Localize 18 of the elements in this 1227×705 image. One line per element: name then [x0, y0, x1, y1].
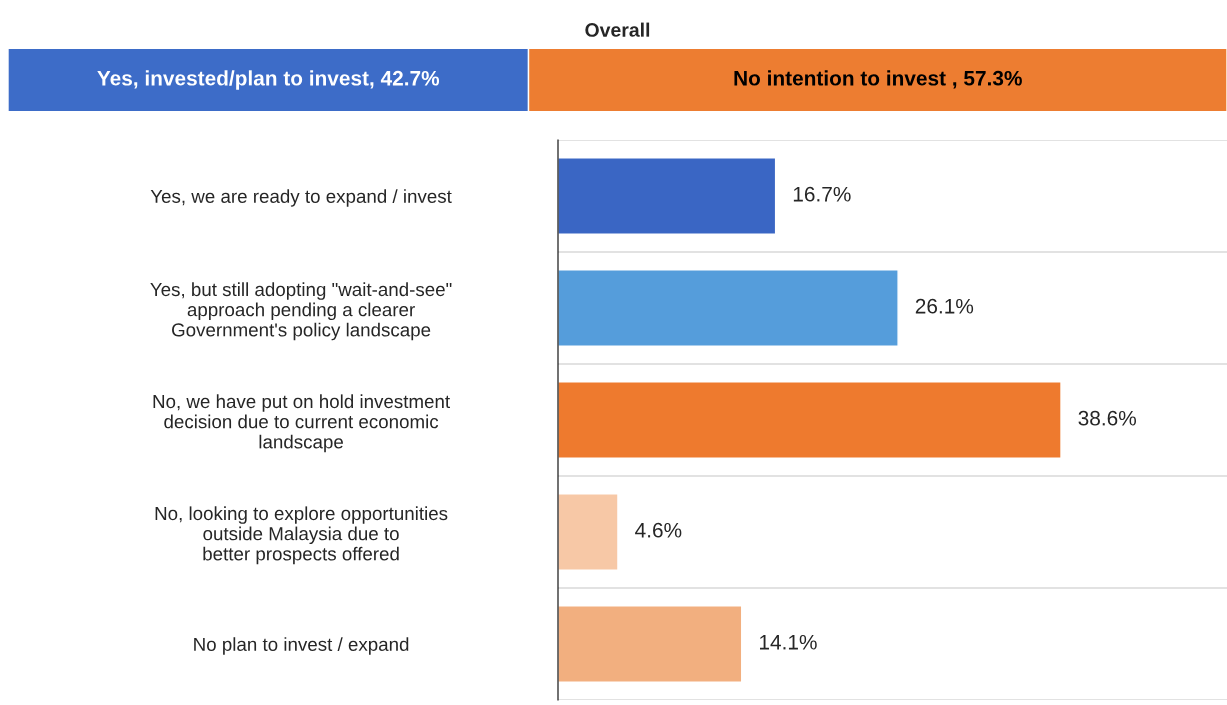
data-label: 26.1%	[915, 298, 974, 314]
data-label: 4.6%	[635, 522, 682, 538]
data-label: Yes, invested/plan to invest, 42.7%	[97, 70, 440, 90]
chart-title: Overall	[585, 22, 650, 37]
bar	[558, 493, 619, 571]
bar	[558, 605, 743, 683]
data-label: 16.7%	[793, 186, 851, 202]
y-tick-label: Yes, we are ready to expand / invest	[150, 189, 452, 207]
data-label: 14.1%	[760, 634, 817, 650]
bar	[558, 269, 899, 347]
y-tick-label: No plan to invest / expand	[194, 637, 409, 655]
y-tick-label: Yes, but still adopting "wait-and-see" approach pending a clearer Government's policy landscape	[150, 282, 452, 341]
y-tick-label: No, looking to explore opportunities outside Malaysia due to better prospects offered	[155, 506, 448, 565]
data-label: No intention to invest , 57.3%	[734, 70, 1022, 89]
data-label: 38.6%	[1078, 410, 1137, 426]
bar	[558, 157, 777, 235]
y-tick-label: No, we have put on hold investment decision due to current economic landscape	[153, 394, 450, 453]
bar	[558, 381, 1062, 459]
